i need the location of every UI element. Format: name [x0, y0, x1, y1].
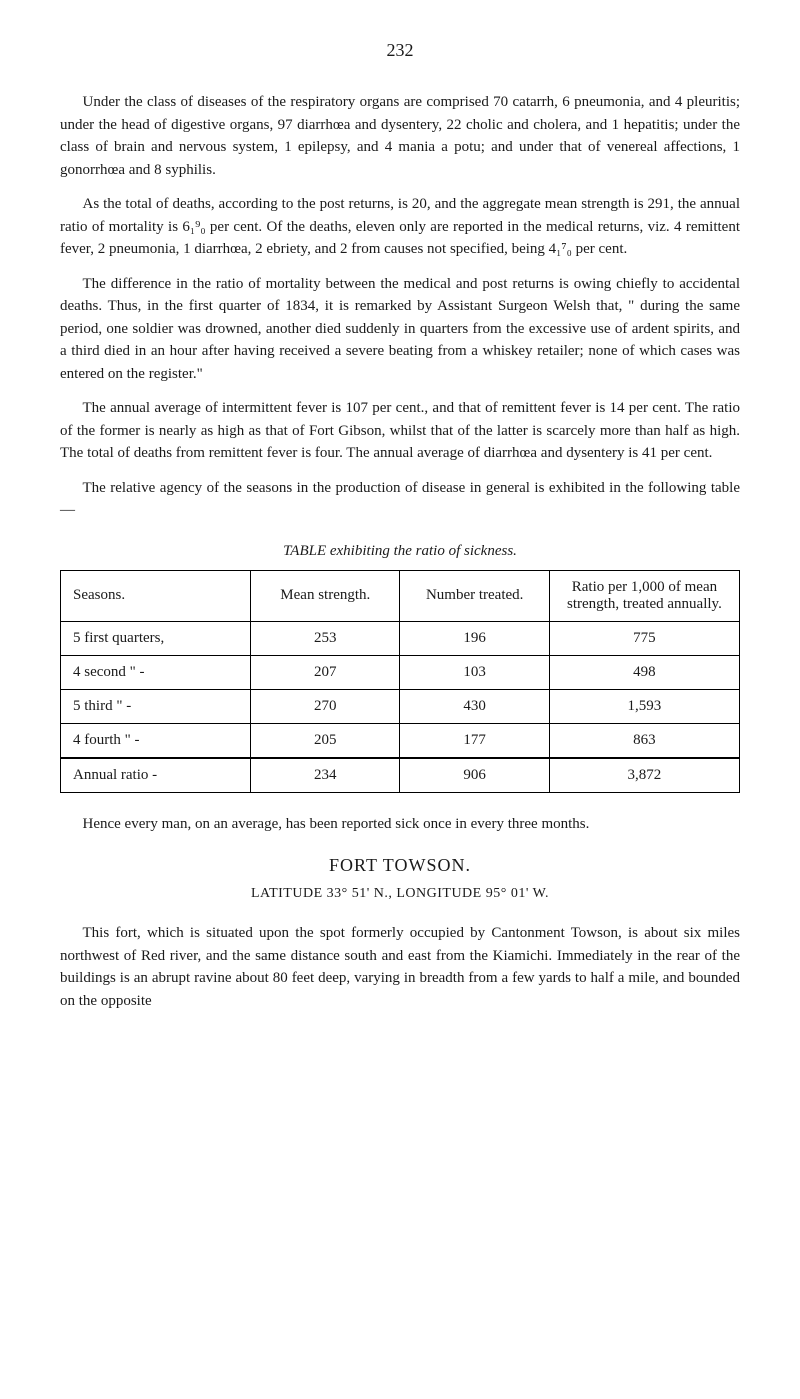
- paragraph-1: Under the class of diseases of the respi…: [60, 91, 740, 181]
- table-row: 4 second " - 207 103 498: [61, 655, 740, 689]
- table-caption: TABLE exhibiting the ratio of sickness.: [283, 543, 517, 559]
- cell-total-label: Annual ratio -: [61, 758, 251, 793]
- cell-number: 103: [400, 655, 549, 689]
- table-header-strength: Mean strength.: [251, 570, 400, 621]
- table-header-row: Seasons. Mean strength. Number treated. …: [61, 570, 740, 621]
- page-number: 232: [60, 40, 740, 61]
- paragraph-4: The annual average of intermittent fever…: [60, 397, 740, 465]
- table-total-row: Annual ratio - 234 906 3,872: [61, 758, 740, 793]
- paragraph-3: The difference in the ratio of mortality…: [60, 273, 740, 386]
- paragraph-7: This fort, which is situated upon the sp…: [60, 922, 740, 1012]
- cell-total-strength: 234: [251, 758, 400, 793]
- cell-strength: 253: [251, 621, 400, 655]
- table-row: 5 first quarters, 253 196 775: [61, 621, 740, 655]
- cell-ratio: 775: [549, 621, 739, 655]
- cell-strength: 207: [251, 655, 400, 689]
- cell-total-number: 906: [400, 758, 549, 793]
- section-heading: FORT TOWSON.: [60, 855, 740, 876]
- cell-ratio: 498: [549, 655, 739, 689]
- cell-total-ratio: 3,872: [549, 758, 739, 793]
- paragraph-6: Hence every man, on an average, has been…: [60, 813, 740, 836]
- table-row: 4 fourth " - 205 177 863: [61, 723, 740, 758]
- table-header-number: Number treated.: [400, 570, 549, 621]
- table-header-ratio: Ratio per 1,000 of mean strength, treate…: [549, 570, 739, 621]
- cell-ratio: 863: [549, 723, 739, 758]
- paragraph-5: The relative agency of the seasons in th…: [60, 477, 740, 522]
- cell-number: 196: [400, 621, 549, 655]
- cell-number: 177: [400, 723, 549, 758]
- cell-strength: 205: [251, 723, 400, 758]
- table-caption-wrapper: TABLE exhibiting the ratio of sickness.: [60, 542, 740, 560]
- cell-season: 4 second " -: [61, 655, 251, 689]
- section-subheading: LATITUDE 33° 51' N., LONGITUDE 95° 01' W…: [60, 886, 740, 902]
- table-row: 5 third " - 270 430 1,593: [61, 689, 740, 723]
- paragraph-2: As the total of deaths, according to the…: [60, 193, 740, 261]
- cell-season: 5 first quarters,: [61, 621, 251, 655]
- cell-ratio: 1,593: [549, 689, 739, 723]
- cell-strength: 270: [251, 689, 400, 723]
- cell-season: 5 third " -: [61, 689, 251, 723]
- table-header-seasons: Seasons.: [61, 570, 251, 621]
- sickness-ratio-table: Seasons. Mean strength. Number treated. …: [60, 570, 740, 793]
- cell-season: 4 fourth " -: [61, 723, 251, 758]
- cell-number: 430: [400, 689, 549, 723]
